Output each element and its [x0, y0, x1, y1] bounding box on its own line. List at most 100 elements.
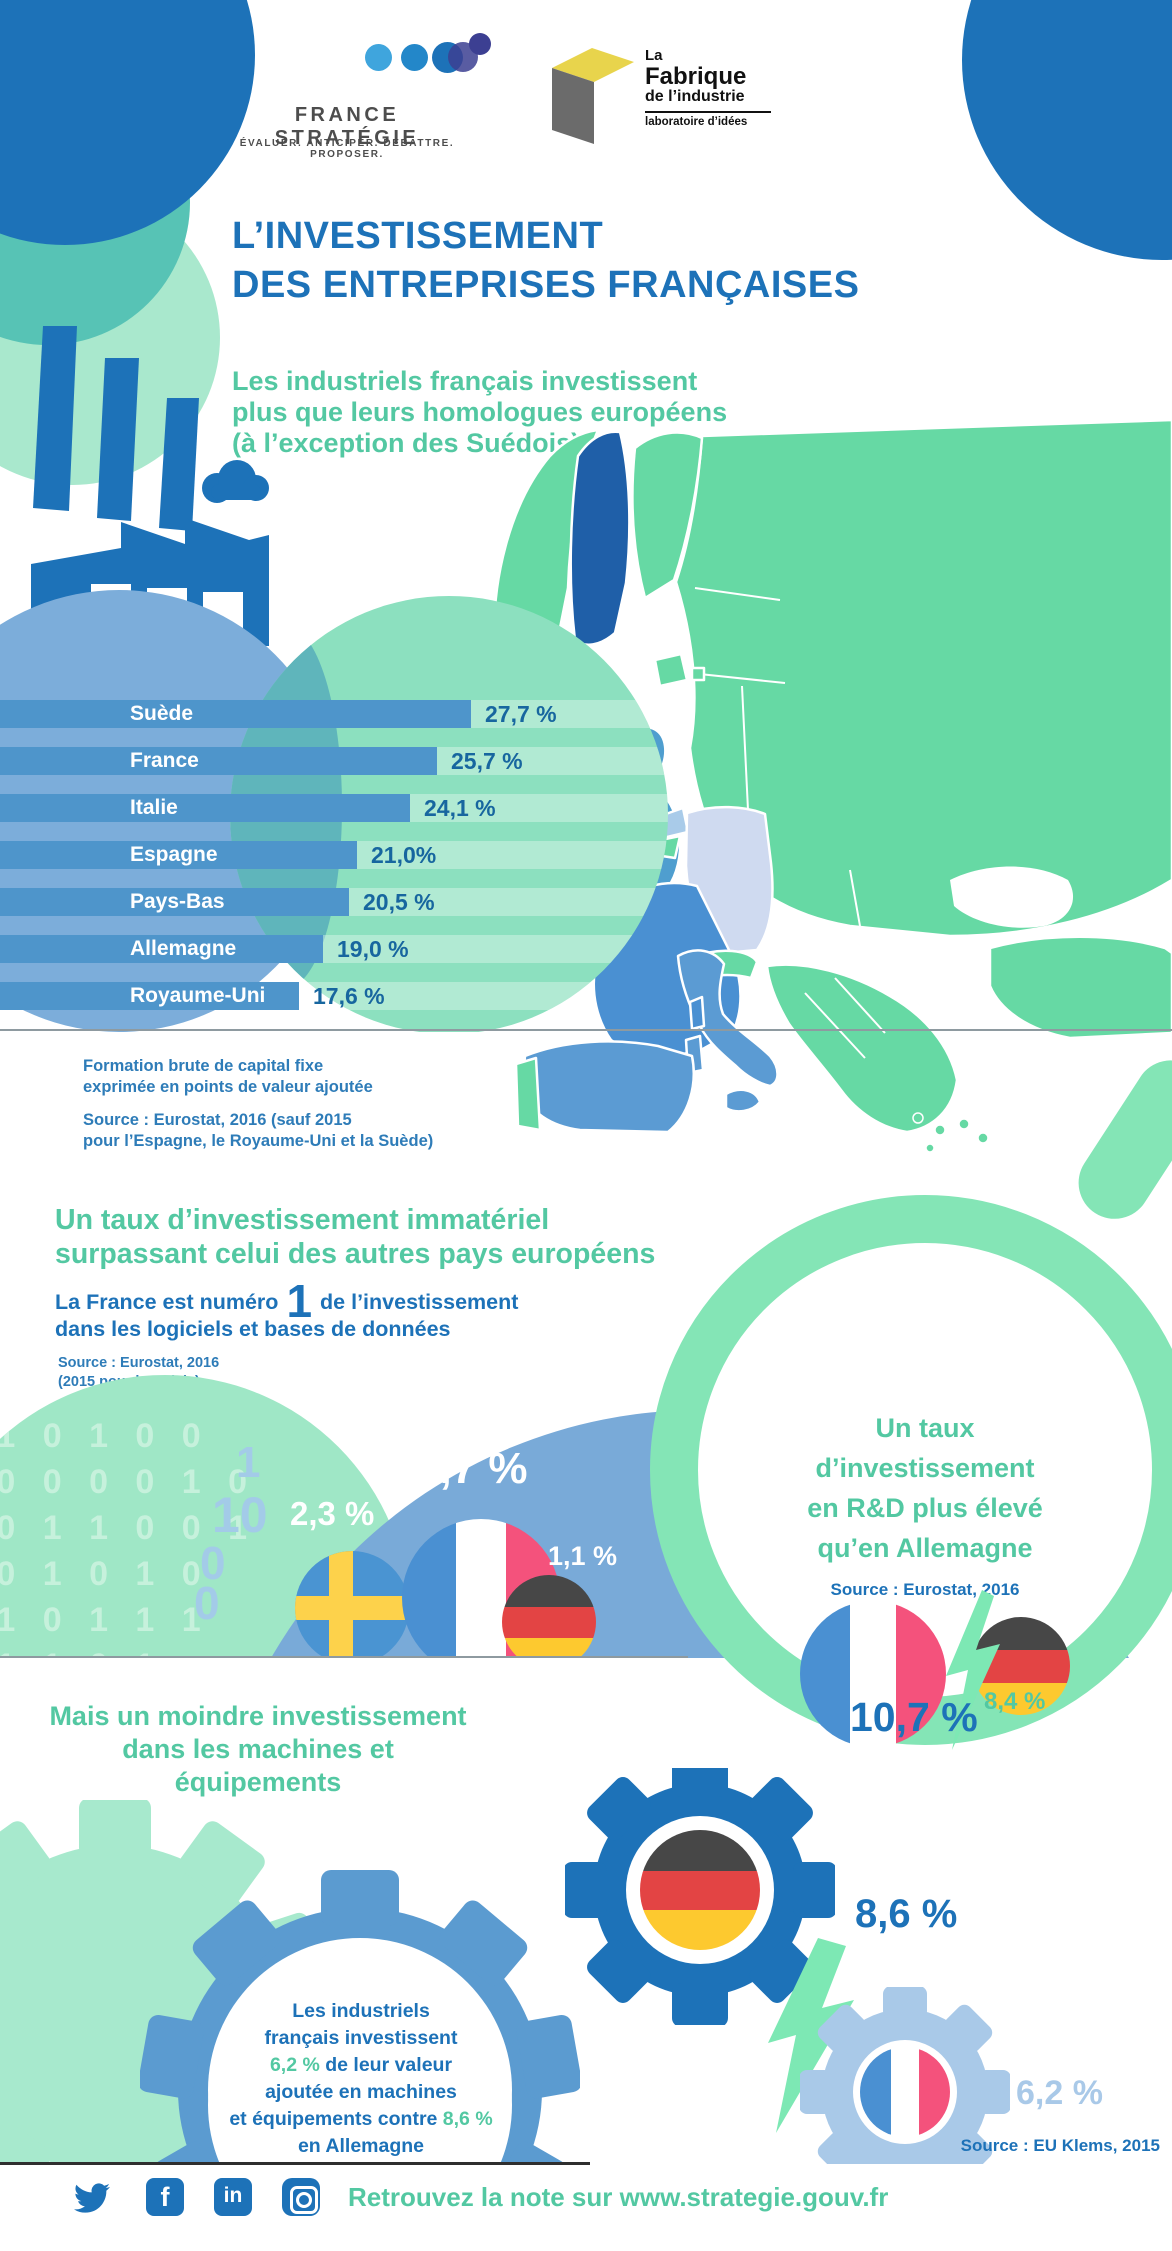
bar [0, 747, 437, 775]
bar [0, 700, 471, 728]
sweden-flag [295, 1551, 409, 1658]
germany-flag [502, 1575, 596, 1658]
section2-subheading: La France est numéro 1 de l’investissement… [55, 1278, 518, 1343]
binary-row: 1 0 0 0 0 1 0 [0, 1463, 257, 1501]
bar [0, 982, 299, 1010]
bar [0, 794, 410, 822]
machines-investment-figure: Les industriels français investissent 6,… [0, 1768, 1172, 2164]
section2-heading: Un taux d’investissement immatériel surp… [55, 1203, 655, 1271]
binary-row: 1 0 1 0 1 0 [0, 1555, 210, 1593]
binary-row: 1 0 1 1 0 0 1 [0, 1509, 257, 1547]
bar-value: 17,6 % [313, 983, 385, 1009]
map-greek-islands [912, 1112, 989, 1153]
binary-digit-blue: 10 [212, 1487, 268, 1543]
footnote-line2: exprimée en points de valeur ajoutée [83, 1078, 373, 1096]
section2-source-line1: Source : Eurostat, 2016 [58, 1355, 220, 1371]
binary-digits: 0 1 0 1 0 0 1 0 0 0 0 1 0 1 0 1 1 0 0 1 1 0… [0, 1375, 410, 1658]
rd-france-value: 10,7 % [850, 1694, 978, 1740]
body-line5: et équipements contre 8,6 % [229, 2108, 493, 2130]
body-line6: en Allemagne [297, 2135, 425, 2157]
footer-link[interactable]: Retrouvez la note sur www.strategie.gouv… [348, 2182, 889, 2212]
germany-value: 1,1 % [548, 1541, 618, 1571]
fabrique-line3: de l’industrie [645, 87, 745, 105]
divider-line-1 [0, 1029, 1172, 1031]
bar-label: France [130, 749, 199, 772]
rd-line3: en R&D plus élevé [807, 1493, 1043, 1523]
france-value: 5,7 % [415, 1444, 528, 1493]
linkedin-icon[interactable]: in [214, 2178, 252, 2216]
map-denmark [653, 652, 706, 688]
germany-flag-gear [640, 1830, 760, 1950]
twitter-icon[interactable] [70, 2180, 114, 2216]
body-line1: Les industriels [292, 2000, 430, 2022]
logo-dot-blue [401, 44, 428, 71]
bar-row-espagne: Espagne 21,0% [0, 841, 1172, 869]
map-turkey [988, 935, 1172, 1040]
binary-row: 0 1 0 1 1 1 [0, 1601, 210, 1639]
binary-digit-blue: 0 [200, 1537, 226, 1589]
machines-body-text: Les industriels français investissent 6,… [196, 1998, 526, 2160]
bar-value: 20,5 % [363, 889, 435, 915]
body-line3: 6,2 % de leur valeur [269, 2054, 453, 2076]
map-finland [631, 431, 704, 600]
title-line1: L’INVESTISSEMENT [232, 215, 604, 257]
binary-digit-blue: 1 [236, 1438, 261, 1487]
machines-germany-value: 8,6 % [855, 1892, 958, 1936]
divider-line-2 [0, 1656, 688, 1658]
binary-digit-blue: 0 [194, 1577, 220, 1629]
bar-row-pays-bas: Pays-Bas 20,5 % [0, 888, 1172, 916]
map-spain [520, 1040, 695, 1134]
chart-source-line1: Source : Eurostat, 2016 (sauf 2015 [83, 1111, 352, 1129]
bar-label: Pays-Bas [130, 890, 225, 913]
france-flag-rd [800, 1601, 946, 1747]
bar-value: 25,7 % [451, 748, 523, 774]
body-line2: français investissent [264, 2027, 458, 2049]
rd-germany-value: 8,4 % [984, 1688, 1046, 1715]
numero-1: 1 [286, 1275, 313, 1327]
bar-row-italie: Italie 24,1 % [0, 794, 1172, 822]
section3-heading: Mais un moindre investissement dans les … [48, 1700, 468, 1799]
fabrique-cube-icon [552, 48, 634, 144]
france-flag-gear [860, 2047, 950, 2137]
map-corsica [688, 995, 706, 1031]
bar-row-france: France 25,7 % [0, 747, 1172, 775]
machines-france-value: 6,2 % [1016, 2074, 1103, 2112]
chart-footnote: Formation brute de capital fixe exprimée… [83, 1056, 433, 1152]
binary-row: 0 1 1 0 1 [0, 1643, 410, 1658]
intro-line3: (à l’exception des Suédois) [232, 428, 581, 458]
map-sweden [569, 430, 631, 646]
logo-dot-violet [469, 33, 491, 55]
map-balkans [765, 963, 959, 1134]
logo-dot-lightblue [365, 44, 392, 71]
footnote-line1: Formation brute de capital fixe [83, 1057, 324, 1075]
bar-chart: Suède 27,7 % France 25,7 % Italie 24,1 % Espag… [0, 588, 1172, 1032]
instagram-icon[interactable] [282, 2178, 320, 2216]
machines-source: Source : EU Klems, 2015 [960, 2136, 1160, 2155]
lightning-bolt-icon-2 [768, 1938, 854, 2133]
decor-circle-blue-topleft [0, 0, 255, 245]
fabrique-line2: Fabrique [645, 62, 747, 90]
section2-heading-line1: Un taux d’investissement immatériel [55, 1204, 550, 1236]
binary-circle: 0 1 0 1 0 0 1 0 0 0 0 1 0 1 0 1 1 0 0 1 1 0… [0, 1375, 410, 1658]
bar-label: Espagne [130, 843, 218, 866]
intro-line1: Les industriels français investissent [232, 366, 698, 396]
section3-heading-line2: dans les machines et équipements [122, 1734, 394, 1797]
lightning-bolt-icon [946, 1590, 1000, 1750]
sweden-cross-horizontal [295, 1596, 409, 1620]
map-black-sea [950, 866, 1074, 928]
rd-heading: Un taux d’investissement en R&D plus éle… [715, 1408, 1135, 1568]
bar [0, 841, 357, 869]
bar-value: 21,0% [371, 842, 437, 868]
facebook-icon[interactable]: f [146, 2178, 184, 2216]
chart-source-line2: pour l’Espagne, le Royaume-Uni et la Suè… [83, 1132, 434, 1150]
bar-value: 27,7 % [485, 701, 557, 727]
map-portugal [514, 1056, 542, 1132]
bar [0, 888, 349, 916]
bar-row-suède: Suède 27,7 % [0, 700, 1172, 728]
bar-value: 24,1 % [424, 795, 496, 821]
section2-heading-line2: surpassant celui des autres pays europée… [55, 1238, 656, 1270]
fabrique-divider [645, 110, 771, 113]
sub-text-before: La France est numéro [55, 1290, 279, 1314]
intro-line2: plus que leurs homologues européens [232, 397, 728, 427]
bar-label: Suède [130, 702, 194, 725]
